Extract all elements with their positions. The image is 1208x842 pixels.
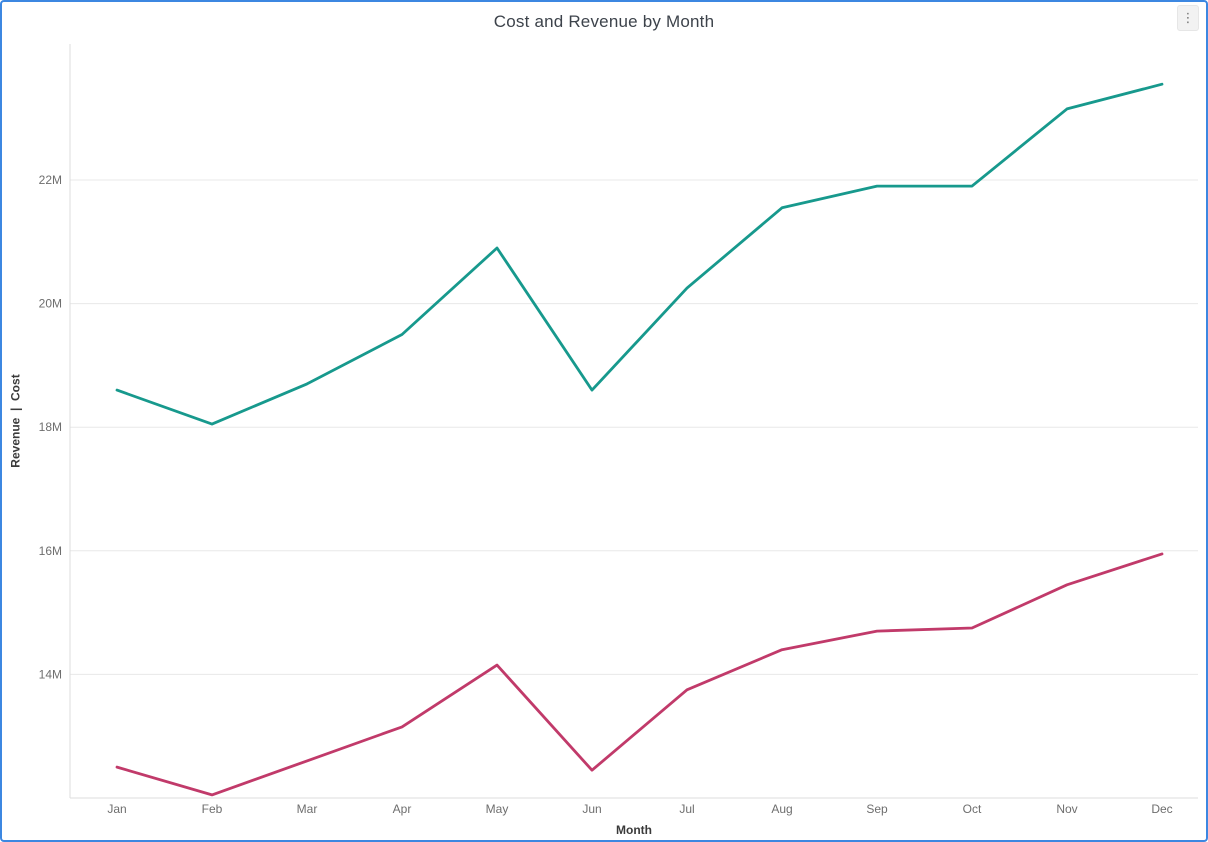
cost-line bbox=[115, 552, 1164, 797]
x-tick-label: Jun bbox=[582, 802, 601, 816]
y-tick-label: 14M bbox=[39, 667, 62, 681]
chart-title: Cost and Revenue by Month bbox=[493, 12, 715, 31]
x-axis-title: Month bbox=[616, 823, 652, 837]
x-tick-label: Mar bbox=[297, 802, 318, 816]
y-tick-label: 20M bbox=[39, 297, 62, 311]
x-tick-label: Nov bbox=[1056, 802, 1077, 816]
x-tick-label: Oct bbox=[963, 802, 982, 816]
x-tick-label: Dec bbox=[1151, 802, 1172, 816]
revenue-line bbox=[115, 82, 1164, 426]
y-tick-label: 22M bbox=[39, 173, 62, 187]
x-tick-label: Aug bbox=[771, 802, 792, 816]
x-tick-label: Sep bbox=[866, 802, 888, 816]
y-tick-label: 18M bbox=[39, 420, 62, 434]
x-tick-label: Apr bbox=[393, 802, 412, 816]
x-tick-label: Feb bbox=[202, 802, 223, 816]
x-tick-label: May bbox=[486, 802, 509, 816]
x-tick-label: Jul bbox=[679, 802, 694, 816]
y-tick-label: 16M bbox=[39, 544, 62, 558]
more-options-button[interactable]: ⋮ bbox=[1177, 5, 1199, 31]
kebab-menu-icon: ⋮ bbox=[1181, 10, 1195, 26]
x-tick-label: Jan bbox=[107, 802, 126, 816]
